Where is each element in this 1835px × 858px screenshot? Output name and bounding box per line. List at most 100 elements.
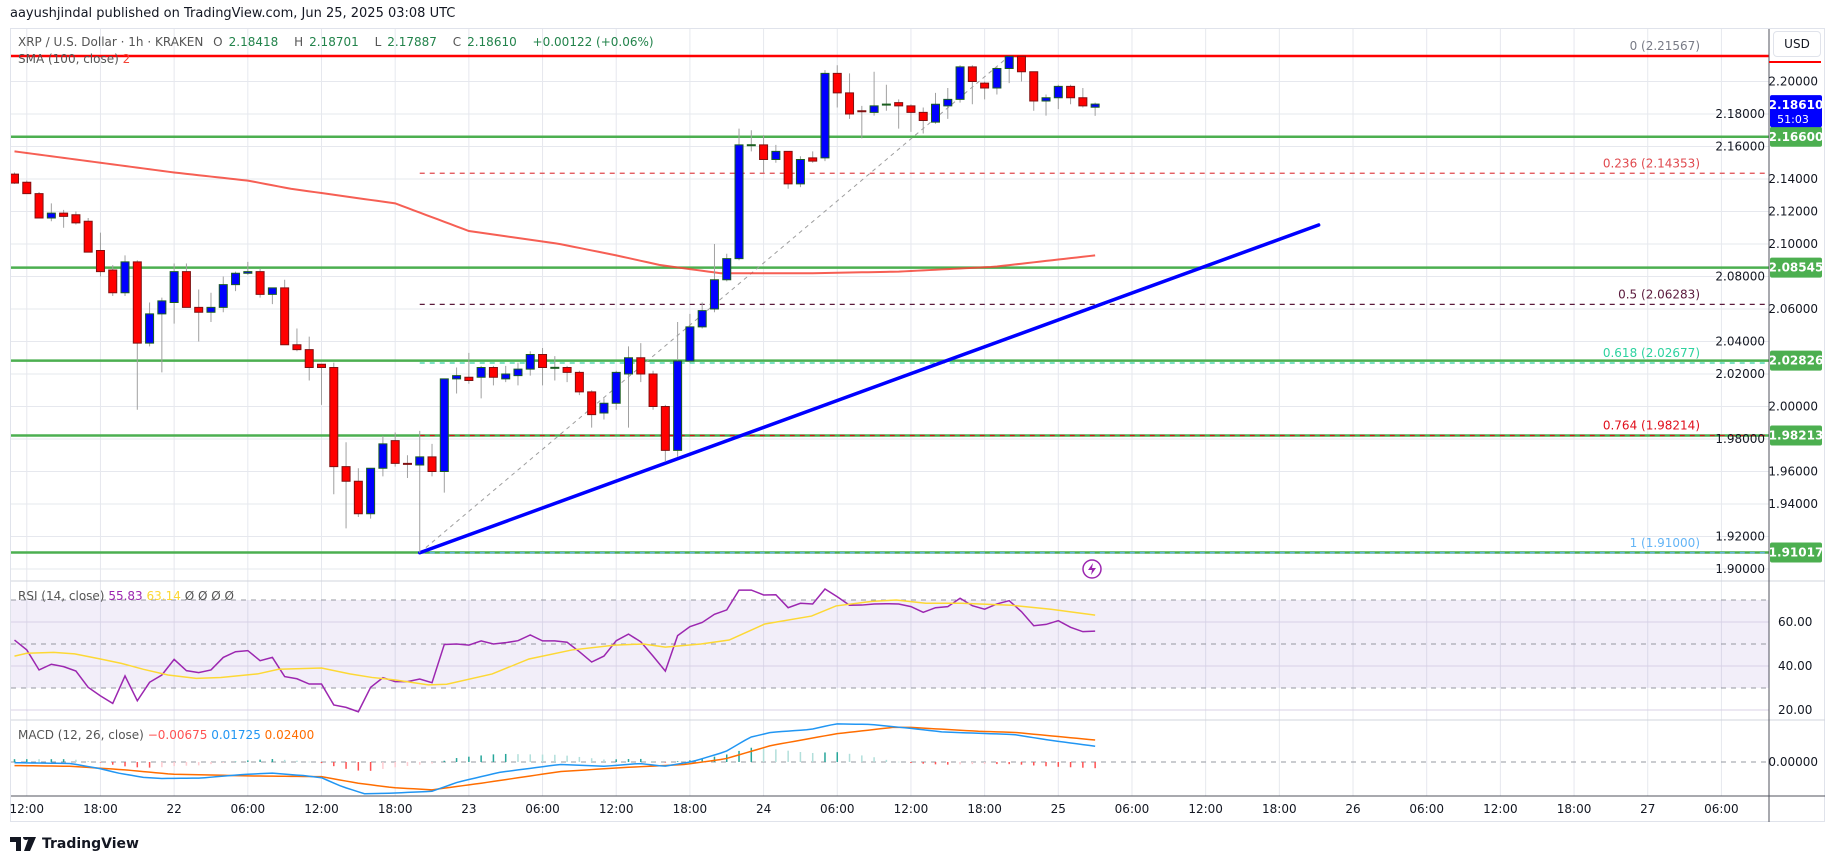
candle (611, 370, 621, 410)
time-label: 06:00 (1704, 802, 1739, 816)
candle-body (525, 354, 535, 370)
candle-body (427, 456, 437, 472)
low-value: 2.17887 (387, 35, 437, 49)
candle (587, 390, 597, 428)
candle-body (918, 111, 928, 121)
macd-histogram-bar (1082, 762, 1084, 768)
candle (795, 156, 805, 188)
low-label: L (374, 35, 382, 49)
time-label: 06:00 (1115, 802, 1150, 816)
candle-body (292, 344, 302, 351)
candle-body (255, 271, 265, 295)
candle-body (538, 354, 548, 368)
candle-body (574, 371, 584, 393)
level-price-badge (1770, 350, 1822, 371)
price-pane[interactable]: 0 (2.21567) 0.236 (2.14353) 0.5 (2.06283) 0… (11, 39, 1770, 555)
candle (427, 443, 437, 477)
price-tick: 2.10000 (1768, 237, 1818, 251)
price-tick: 2.16000 (1715, 140, 1765, 154)
time-label: 06:00 (820, 802, 855, 816)
candle (894, 99, 904, 129)
candle (771, 144, 781, 163)
price-tick: 1.94000 (1768, 497, 1818, 511)
candle (734, 128, 744, 261)
time-label: 18:00 (1557, 802, 1592, 816)
current-price-label: 2.18610 (1769, 98, 1824, 112)
candle-body (624, 357, 633, 375)
tradingview-logo[interactable]: TradingView (10, 836, 139, 852)
rsi-legend[interactable]: RSI (14, close) 55.83 63.14 Ø Ø Ø Ø (18, 589, 234, 603)
candle (218, 276, 228, 313)
macd-histogram-bar (271, 759, 274, 762)
rsi-pane[interactable] (11, 588, 1769, 713)
lightning-icon[interactable] (1082, 559, 1102, 579)
macd-histogram-bar (689, 760, 691, 762)
sma-legend[interactable]: SMA (100, close) 2 (18, 52, 130, 66)
candle (697, 302, 707, 329)
candle (488, 365, 498, 386)
macd-value: 0.01725 (211, 728, 261, 742)
macd-histogram-bar (13, 759, 16, 762)
candle (206, 292, 216, 322)
candle (1053, 84, 1063, 110)
macd-histogram-bar (517, 754, 519, 762)
candle (525, 351, 535, 376)
macd-histogram-bar (664, 762, 667, 763)
candle (11, 172, 19, 184)
time-label: 23 (461, 802, 476, 816)
candle (1090, 102, 1100, 116)
macd-histogram-bar (468, 756, 470, 762)
macd-histogram-bar (492, 754, 495, 762)
macd-histogram-bar (922, 762, 924, 764)
time-label: 18:00 (83, 802, 118, 816)
candle-body (280, 287, 290, 346)
time-label: 06:00 (1409, 802, 1444, 816)
candle-body (808, 157, 818, 162)
candle-body (599, 402, 609, 414)
symbol-legend[interactable]: XRP / U.S. Dollar · 1h · KRAKEN O 2.18418… (18, 35, 660, 49)
candle-body (415, 456, 425, 466)
candle (906, 104, 916, 132)
macd-histogram-bar (124, 762, 126, 767)
macd-histogram-bar (615, 759, 617, 762)
macd-histogram-bar (504, 753, 507, 762)
level-price-label: 2.08545 (1769, 261, 1824, 275)
time-label: 18:00 (967, 802, 1002, 816)
price-tick: 2.04000 (1715, 335, 1765, 349)
macd-histogram-bar (357, 762, 360, 771)
candle (353, 468, 363, 517)
candle (34, 192, 44, 219)
price-tick: 1.98000 (1715, 432, 1765, 446)
candle-body (722, 258, 732, 281)
price-tick: 2.14000 (1768, 172, 1818, 186)
macd-histogram-bar (910, 762, 912, 764)
candle-body (906, 105, 916, 113)
time-label: 12:00 (1483, 802, 1518, 816)
macd-legend[interactable]: MACD (12, 26, close) −0.00675 0.01725 0.… (18, 728, 314, 742)
candle-body (501, 373, 511, 380)
level-price-label: 2.16600 (1769, 130, 1824, 144)
high-label: H (294, 35, 304, 49)
macd-histogram-bar (259, 759, 261, 762)
candle-body (181, 271, 191, 308)
current-price-badge (1770, 95, 1822, 128)
candle-body (1078, 97, 1088, 107)
axes: 12:00 18:00 22 06:00 12:00 18:00 23 06:00 12:00 1… (9, 29, 1825, 822)
macd-histogram-bar (1045, 762, 1047, 767)
macd-histogram-bar (1008, 762, 1010, 765)
macd-histogram-bar (640, 758, 642, 762)
macd-histogram-bar (578, 756, 581, 762)
macd-pane[interactable] (11, 723, 1769, 795)
candle (574, 370, 584, 396)
macd-histogram-bar (247, 760, 249, 762)
currency-button[interactable]: USD (1773, 31, 1821, 57)
candle (832, 65, 842, 108)
candle-body (1090, 103, 1100, 108)
candle (513, 362, 523, 386)
candle (709, 244, 719, 313)
candle (1078, 88, 1088, 108)
candle-body (329, 367, 339, 468)
candle-body (771, 150, 781, 160)
candle-body (943, 98, 953, 107)
